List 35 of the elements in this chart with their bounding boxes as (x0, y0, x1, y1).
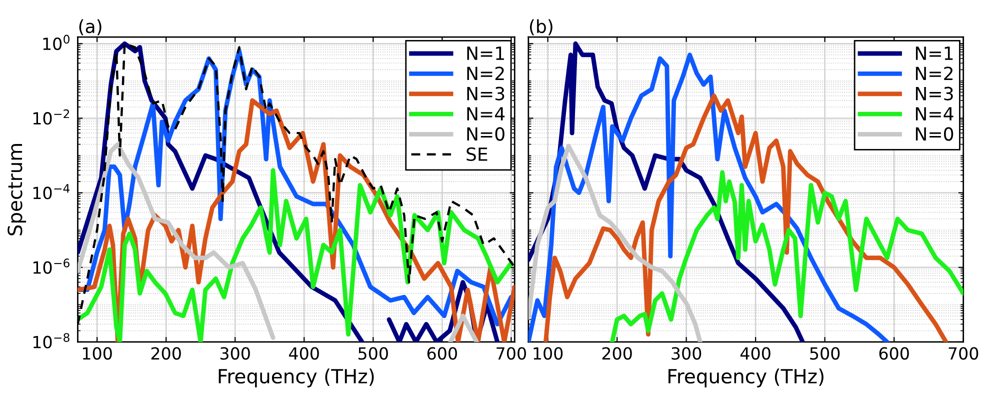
x-axis-title: Frequency (THz) (668, 368, 824, 388)
x-tick-label: 200 (602, 347, 632, 360)
chart-title: (b) (530, 19, 552, 36)
x-tick-label: 500 (810, 347, 840, 360)
x-tick-label: 400 (289, 347, 319, 360)
legend-label: N=4 (916, 107, 954, 120)
legend-label: N=4 (467, 107, 505, 120)
chart-title: (a) (79, 19, 102, 36)
x-tick-label: 300 (220, 347, 250, 360)
y-tick-label: 10$^{−2}$ (33, 109, 70, 125)
x-tick-label: 200 (151, 347, 181, 360)
x-tick-label: 100 (534, 347, 563, 360)
legend-label: N=0 (916, 127, 954, 141)
legend-label: N=3 (916, 86, 953, 100)
x-tick-label: 700 (496, 347, 526, 360)
x-tick-label: 100 (82, 347, 112, 360)
y-tick-label: 10$^{−8}$ (33, 333, 70, 348)
legend-label: N=0 (467, 127, 504, 141)
x-tick-label: 700 (948, 347, 978, 360)
y-axis-title: Spectrum (8, 144, 26, 236)
y-tick-label: 10$^{−6}$ (33, 258, 70, 274)
legend-label: N=3 (467, 86, 504, 100)
legend-label: N=1 (467, 46, 504, 60)
x-axis-title: Frequency (THz) (218, 368, 374, 388)
legend-label: N=1 (916, 46, 953, 60)
y-tick-label: 10$^{0}$ (43, 34, 70, 50)
x-tick-label: 400 (740, 347, 770, 360)
legend-label: N=2 (916, 66, 952, 80)
legend-label: N=2 (467, 66, 504, 80)
x-tick-label: 500 (358, 347, 388, 360)
x-tick-label: 300 (672, 347, 702, 360)
y-tick-label: 10$^{−4}$ (33, 184, 70, 200)
legend-label: SE (466, 147, 488, 161)
x-tick-label: 600 (427, 347, 457, 360)
x-tick-label: 600 (879, 347, 909, 360)
